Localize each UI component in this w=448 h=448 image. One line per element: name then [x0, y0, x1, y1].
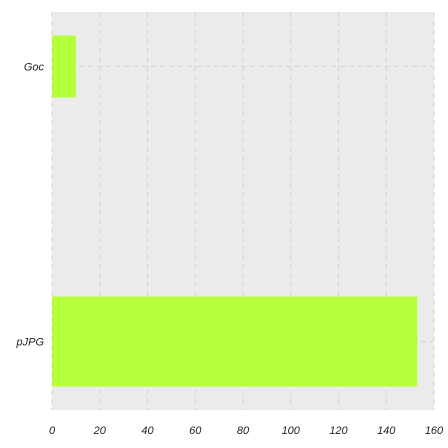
- x-tick-label: 80: [237, 425, 250, 437]
- x-tick-label: 160: [425, 425, 444, 437]
- bar-goc: [52, 35, 76, 98]
- x-tick-label: 0: [49, 425, 56, 437]
- y-tick-label: Goc: [24, 62, 45, 74]
- y-tick-labels: Goc pJPG: [15, 62, 44, 349]
- y-tick-label: pJPG: [15, 337, 44, 349]
- x-tick-label: 40: [141, 425, 154, 437]
- x-tick-label: 120: [329, 425, 348, 437]
- bars: [52, 35, 418, 387]
- bar-pjpg: [52, 296, 418, 387]
- x-tick-label: 100: [282, 425, 301, 437]
- x-tick-label: 60: [189, 425, 202, 437]
- x-tick-label: 20: [93, 425, 107, 437]
- x-tick-label: 140: [377, 425, 396, 437]
- x-tick-labels: 0 20 40 60 80 100 120 140 160: [49, 425, 444, 437]
